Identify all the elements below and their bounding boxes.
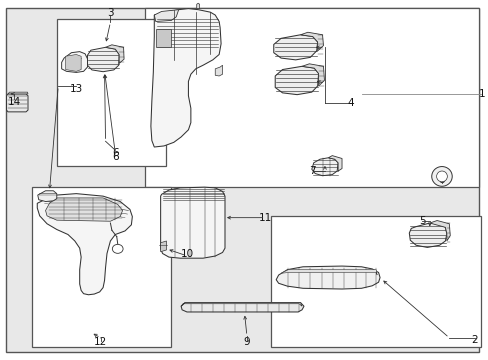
Polygon shape <box>38 191 57 202</box>
Polygon shape <box>429 221 449 241</box>
Polygon shape <box>328 156 341 171</box>
Polygon shape <box>273 35 317 60</box>
Polygon shape <box>156 30 171 47</box>
Text: 8: 8 <box>438 175 445 185</box>
Polygon shape <box>302 64 324 86</box>
Ellipse shape <box>112 244 123 253</box>
Text: 3: 3 <box>107 8 114 18</box>
Bar <box>32 187 171 347</box>
Text: 7: 7 <box>309 166 315 176</box>
Polygon shape <box>408 223 446 247</box>
Text: 9: 9 <box>243 337 250 347</box>
Polygon shape <box>151 9 221 147</box>
Polygon shape <box>160 187 224 258</box>
Text: 4: 4 <box>347 98 353 108</box>
Polygon shape <box>275 66 318 95</box>
Text: 6: 6 <box>112 152 119 162</box>
Polygon shape <box>160 241 166 252</box>
Bar <box>271 216 480 347</box>
Text: 6: 6 <box>112 148 119 158</box>
Polygon shape <box>276 266 379 289</box>
Polygon shape <box>87 47 119 72</box>
Text: 5: 5 <box>418 216 425 226</box>
Polygon shape <box>37 194 132 295</box>
Polygon shape <box>105 45 124 63</box>
Polygon shape <box>65 54 81 71</box>
Polygon shape <box>154 10 178 22</box>
Text: 11: 11 <box>258 213 271 222</box>
Text: 1: 1 <box>478 89 484 99</box>
Polygon shape <box>6 94 28 112</box>
Polygon shape <box>196 3 199 9</box>
Polygon shape <box>61 51 87 72</box>
Polygon shape <box>281 270 376 275</box>
Polygon shape <box>311 158 337 176</box>
Bar <box>57 19 166 166</box>
Text: 10: 10 <box>181 248 194 258</box>
Polygon shape <box>181 303 304 312</box>
Polygon shape <box>300 32 323 51</box>
Text: 12: 12 <box>94 337 107 347</box>
Polygon shape <box>8 92 28 94</box>
Ellipse shape <box>436 171 447 182</box>
Text: 13: 13 <box>69 84 83 94</box>
Text: 14: 14 <box>8 97 21 107</box>
Polygon shape <box>181 303 302 306</box>
Polygon shape <box>45 198 122 221</box>
Ellipse shape <box>431 167 451 186</box>
Text: 2: 2 <box>470 335 477 345</box>
Polygon shape <box>215 65 222 76</box>
Bar <box>144 8 478 187</box>
